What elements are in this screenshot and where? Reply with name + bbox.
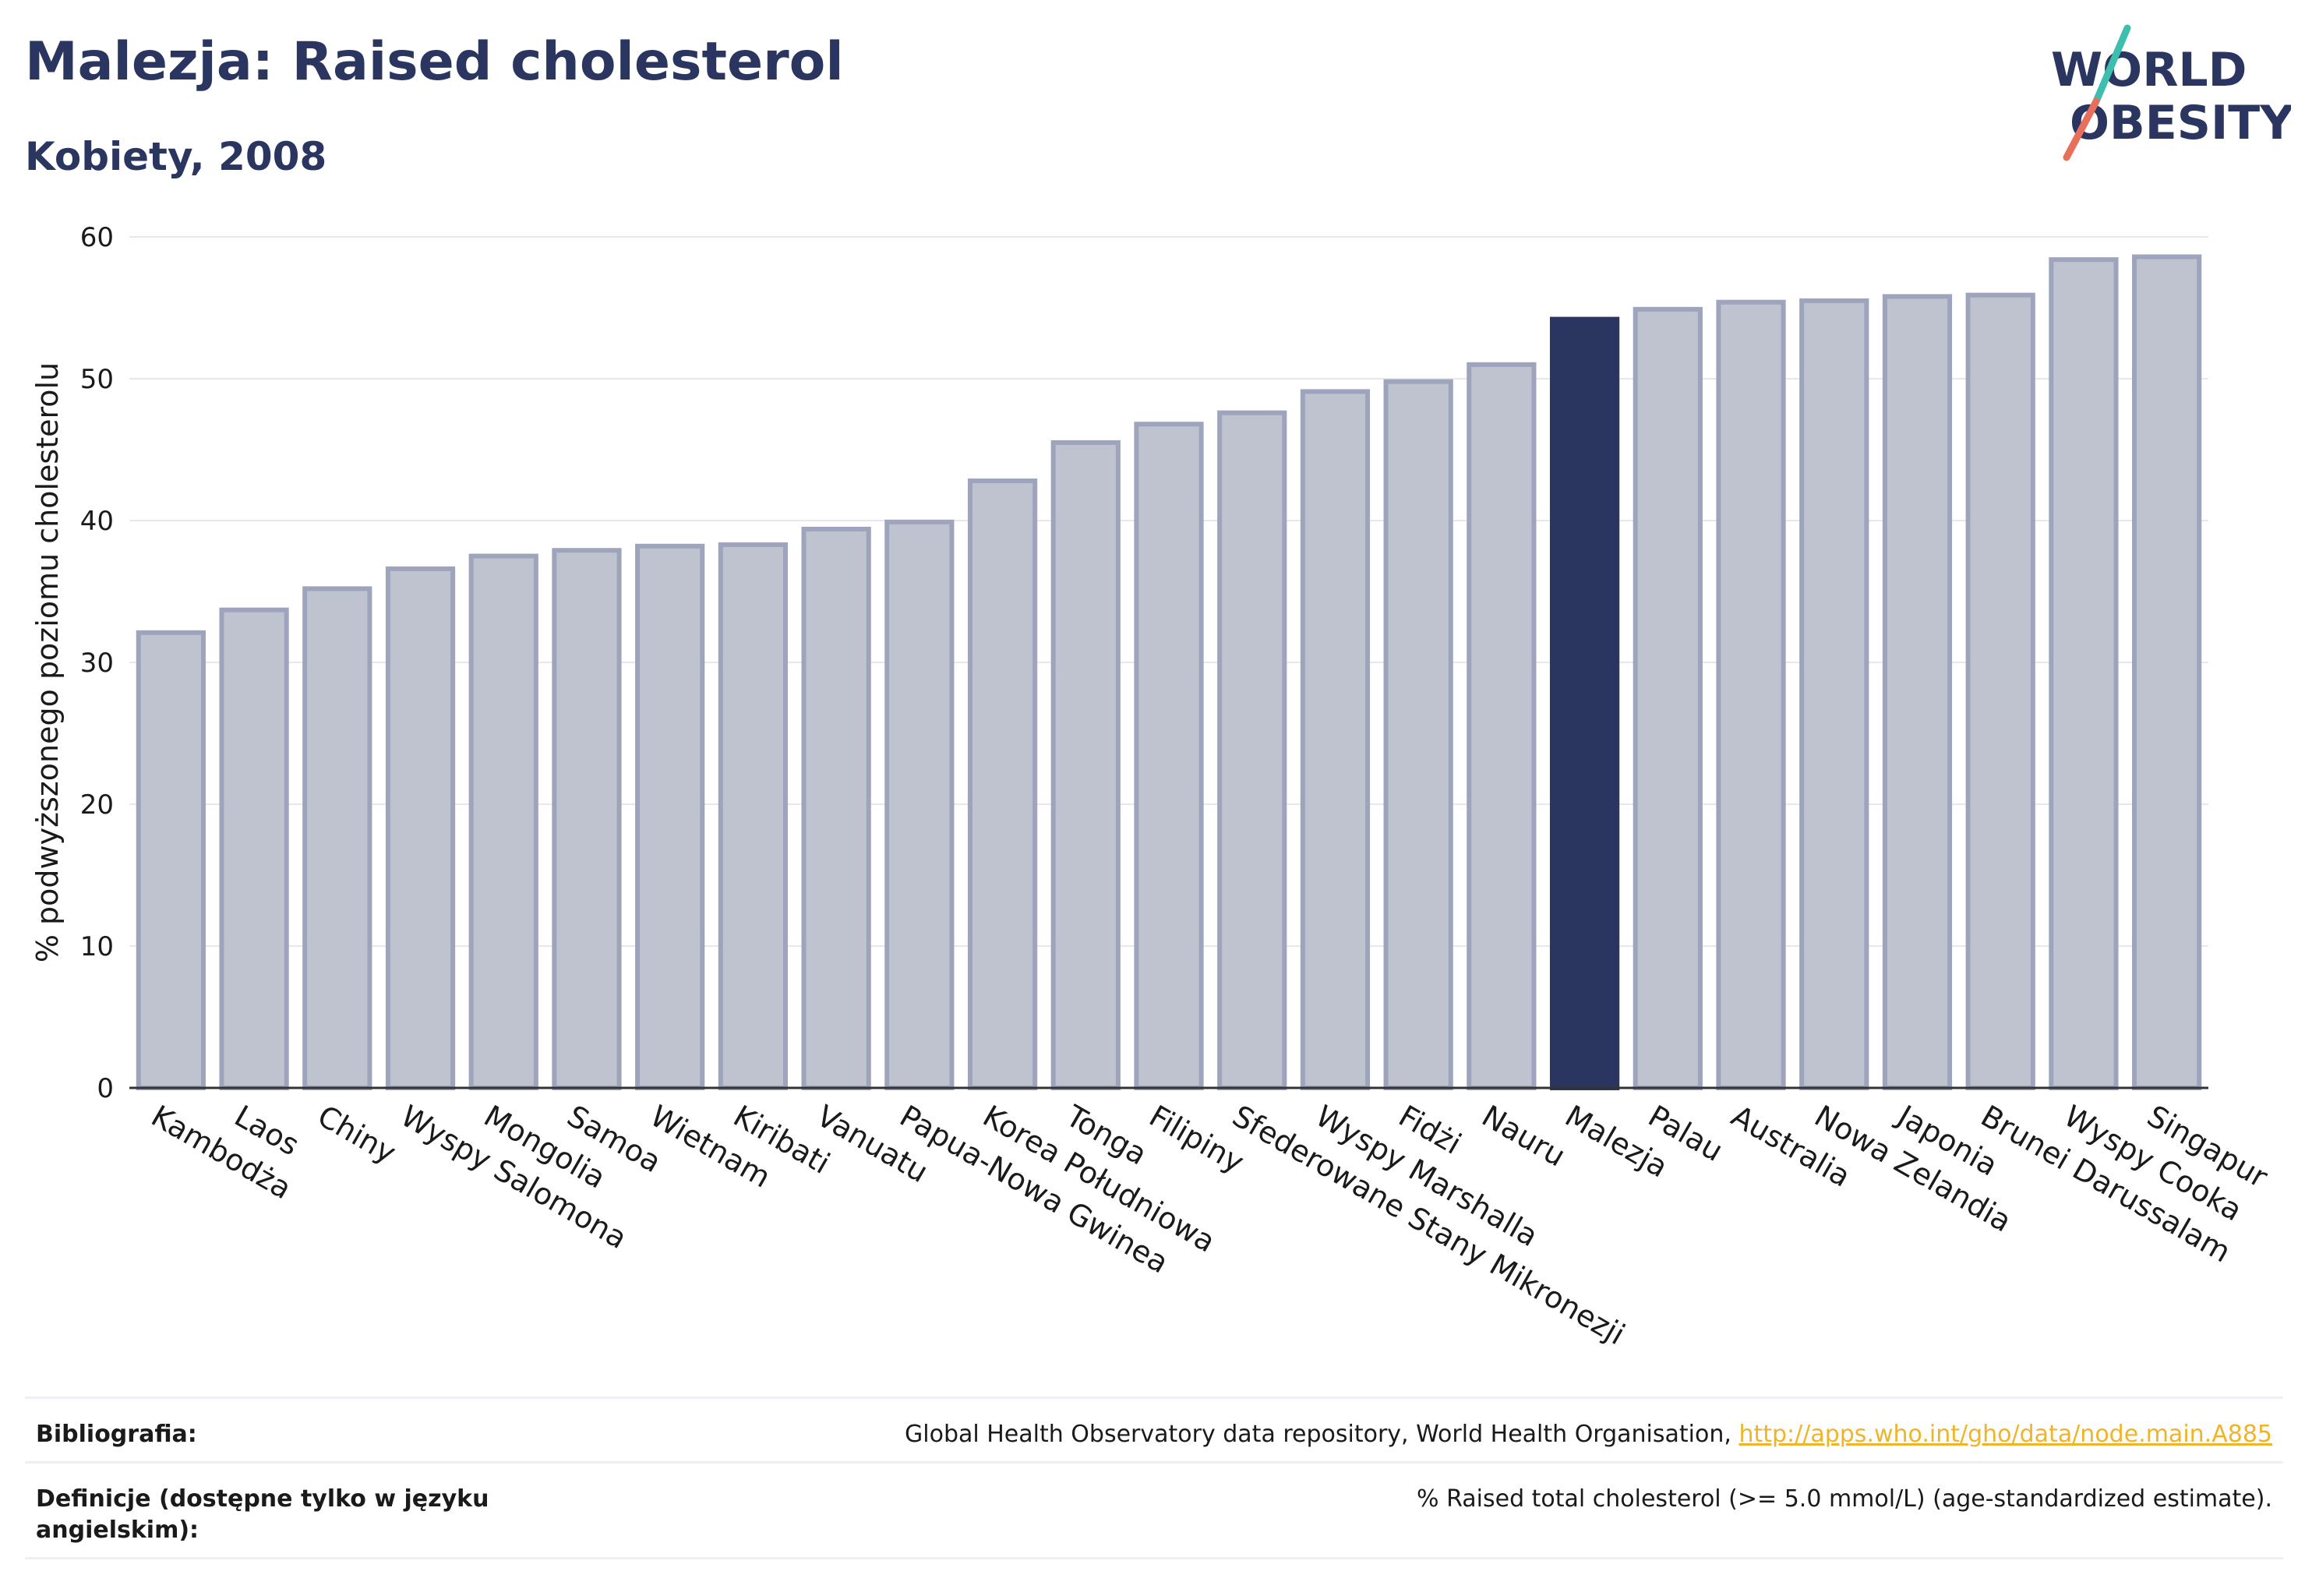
bar [1549,316,1620,1090]
bar [1383,379,1453,1090]
x-tick-label: Filipiny [1144,1099,1250,1180]
bibliography-value: Global Health Observatory data repositor… [905,1419,2272,1450]
bar [884,519,955,1090]
bar [967,478,1038,1090]
bibliography-label: Bibliografia: [36,1421,197,1448]
bar [1217,410,1287,1090]
bar [1799,298,1869,1090]
bar [302,586,372,1090]
logo-slash-bottom [2063,97,2100,161]
definitions-text: % Raised total cholesterol (>= 5.0 mmol/… [1417,1485,2272,1513]
y-tick-label: 0 [97,1073,114,1104]
bibliography-link[interactable]: http://apps.who.int/gho/data/node.main.A… [1738,1421,2272,1448]
axis-layer: 0 10 20 30 40 50 60 % podwyższonego poziomu cho… [30,222,2208,1104]
logo-slash-top [2092,24,2131,105]
y-tick-label: 20 [80,789,114,821]
bar [136,630,206,1090]
bar [2132,254,2202,1091]
bar [1882,294,1953,1090]
world-obesity-logo: WORLD OBESITY [2051,24,2291,161]
y-tick-label: 30 [80,648,114,679]
bar [718,542,789,1090]
footer-row-bibliography: Bibliografia: Global Health Observatory … [25,1396,2283,1461]
bar [219,607,289,1090]
bar [1300,389,1371,1090]
footer-row-definitions: Definicje (dostępne tylko w języku angie… [25,1461,2283,1559]
bar [1134,422,1204,1090]
x-tick-label: Chiny [312,1099,401,1171]
bar [385,566,456,1090]
logo-line-obesity: OBESITY [2070,96,2291,150]
bar [801,526,871,1090]
definitions-label: Definicje (dostępne tylko w języku angie… [36,1485,489,1544]
bar-layer [136,254,2202,1091]
bar [1050,440,1121,1090]
bar [1965,292,2035,1090]
bar [2049,257,2119,1090]
bar [468,553,538,1090]
y-tick-label: 40 [80,506,114,537]
y-tick-label: 10 [80,931,114,962]
x-tick-label: Nauru [1476,1099,1571,1174]
chart-footer: Bibliografia: Global Health Observatory … [25,1396,2283,1559]
y-tick-label: 60 [80,222,114,253]
bar [1633,306,1703,1090]
bar [635,543,705,1090]
bibliography-text: Global Health Observatory data repositor… [905,1421,1739,1448]
chart-subtitle: Kobiety, 2008 [25,134,327,179]
bar [1716,299,1786,1091]
bar [1467,362,1537,1090]
chart-title: Malezja: Raised cholesterol [25,31,844,93]
logo-line-world: WORLD [2051,43,2247,97]
y-tick-label: 50 [80,364,114,395]
bar-chart: 0 10 20 30 40 50 60 % podwyższonego poziomu cho… [30,222,2274,1352]
bar [552,548,622,1090]
y-axis-label: % podwyższonego poziomu cholesterolu [30,362,65,962]
